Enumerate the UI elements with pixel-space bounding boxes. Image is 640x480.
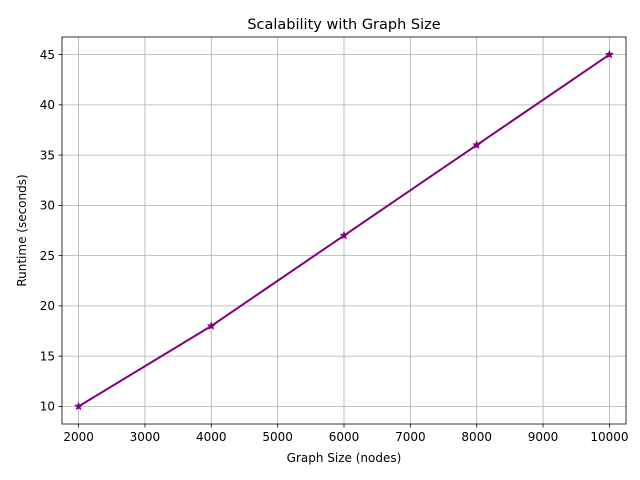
- y-tick-label: 40: [40, 98, 55, 112]
- x-axis-label: Graph Size (nodes): [287, 451, 402, 465]
- data-point-star-marker: [604, 49, 615, 59]
- y-tick-label: 15: [40, 349, 55, 363]
- x-tick-label: 6000: [329, 430, 360, 444]
- y-axis-label: Runtime (seconds): [15, 174, 29, 286]
- x-tick-label: 10000: [590, 430, 628, 444]
- y-tick-label: 30: [40, 199, 55, 213]
- x-tick-label: 4000: [196, 430, 227, 444]
- x-tick-label: 3000: [130, 430, 161, 444]
- y-tick-label: 10: [40, 400, 55, 414]
- y-tick-label: 45: [40, 48, 55, 62]
- y-tick-label: 35: [40, 148, 55, 162]
- x-tick-label: 7000: [395, 430, 426, 444]
- x-tick-label: 2000: [63, 430, 94, 444]
- data-point-star-marker: [206, 321, 216, 330]
- chart-title: Scalability with Graph Size: [247, 17, 440, 33]
- data-point-star-marker: [472, 140, 482, 150]
- x-tick-label: 8000: [461, 430, 492, 444]
- series-layer: [73, 49, 615, 411]
- y-tick-label: 20: [40, 299, 55, 313]
- grid-lines: [62, 37, 626, 424]
- axis-ticks: 2000 3000 4000 5000 6000 7000 8000 9000 10000 10 1…: [40, 48, 629, 444]
- data-point-star-marker: [73, 401, 84, 411]
- data-point-star-marker: [339, 230, 349, 240]
- x-tick-label: 9000: [528, 430, 559, 444]
- x-tick-label: 5000: [262, 430, 293, 444]
- y-tick-label: 25: [40, 249, 55, 263]
